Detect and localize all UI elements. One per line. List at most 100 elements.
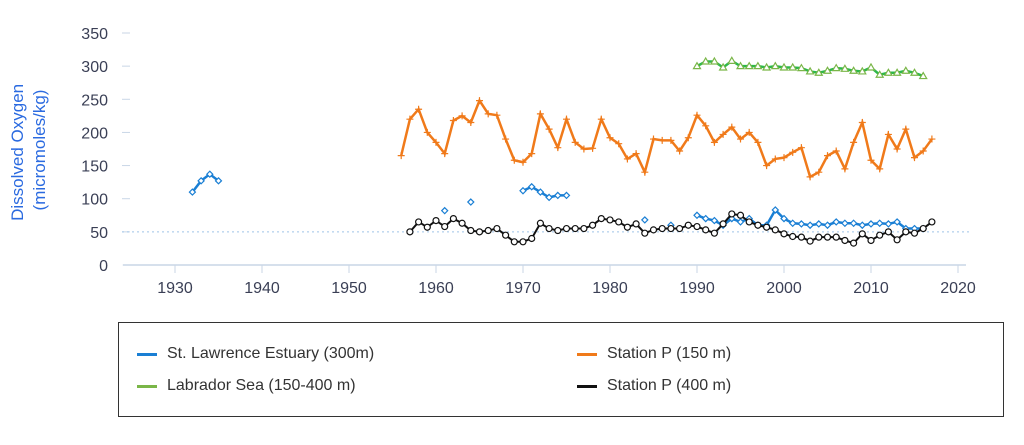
data-point <box>197 176 205 185</box>
data-point <box>615 218 623 226</box>
data-point <box>536 219 545 227</box>
legend-swatch <box>137 352 157 356</box>
data-point <box>676 147 684 155</box>
data-point <box>658 136 666 144</box>
data-point <box>606 134 614 142</box>
data-point <box>928 218 936 226</box>
data-point <box>667 136 675 144</box>
data-point <box>667 224 675 233</box>
data-point <box>754 138 762 146</box>
data-point <box>884 228 893 236</box>
data-point <box>902 125 910 133</box>
data-point <box>709 56 719 65</box>
y-tick-label: 0 <box>99 258 108 275</box>
data-point <box>893 218 901 226</box>
y-tick-label: 50 <box>90 225 108 242</box>
data-point <box>727 56 737 64</box>
data-point <box>797 144 805 152</box>
data-point <box>502 231 510 239</box>
data-point <box>911 154 918 162</box>
data-point <box>883 68 893 76</box>
legend-item-st-lawrence: St. Lawrence Estuary (300m) <box>137 345 374 363</box>
data-point <box>875 70 885 78</box>
data-point <box>606 216 614 224</box>
legend-swatch <box>577 352 597 356</box>
data-point <box>841 236 849 245</box>
data-point <box>893 236 901 244</box>
data-point <box>832 147 840 155</box>
data-point <box>780 230 788 238</box>
data-point <box>797 220 806 228</box>
data-point <box>857 66 867 75</box>
data-point <box>527 182 536 191</box>
data-point <box>467 226 475 235</box>
legend-item-labrador-sea: Labrador Sea (150-400 m) <box>137 377 356 395</box>
data-point <box>797 233 806 241</box>
x-tick-label: 2000 <box>766 280 802 297</box>
data-point <box>571 138 579 146</box>
data-point <box>640 216 649 224</box>
data-point <box>510 156 518 164</box>
data-point <box>831 63 841 72</box>
data-point <box>563 115 570 123</box>
data-point <box>693 211 701 220</box>
data-point <box>475 228 484 236</box>
data-point <box>554 144 562 152</box>
data-point <box>822 66 833 74</box>
data-point <box>467 118 475 126</box>
data-point <box>528 150 536 158</box>
data-point <box>589 144 597 152</box>
data-point <box>571 224 579 233</box>
data-point <box>840 64 850 72</box>
data-point <box>901 66 911 74</box>
data-point <box>858 118 866 126</box>
data-point <box>440 206 449 215</box>
data-point <box>710 216 719 225</box>
data-point <box>702 226 710 234</box>
data-point <box>737 135 744 143</box>
x-tick-label: 1990 <box>679 280 715 297</box>
x-tick-label: 1970 <box>505 280 541 297</box>
data-point <box>780 214 788 223</box>
data-point <box>528 234 536 243</box>
data-point <box>736 218 745 226</box>
y-tick-label: 250 <box>81 92 108 109</box>
data-point <box>876 165 884 173</box>
data-point <box>684 221 692 229</box>
data-point <box>849 239 858 247</box>
data-point <box>502 135 510 143</box>
data-point <box>866 62 876 71</box>
data-point <box>919 147 927 155</box>
data-point <box>553 191 562 200</box>
data-point <box>824 152 831 160</box>
data-point <box>701 214 710 223</box>
legend-swatch <box>577 384 597 388</box>
data-point <box>788 219 797 228</box>
data-point <box>867 220 875 228</box>
data-point <box>919 224 927 233</box>
data-point <box>805 66 815 75</box>
data-point <box>910 229 919 237</box>
data-point <box>719 130 727 138</box>
x-tick-label: 1980 <box>592 280 628 297</box>
data-point <box>754 221 762 229</box>
x-tick-label: 1930 <box>157 280 193 297</box>
legend-item-station-p-400: Station P (400 m) <box>577 377 731 395</box>
data-point <box>892 68 902 76</box>
data-point <box>745 218 753 226</box>
data-point <box>745 128 753 136</box>
data-point <box>893 145 901 153</box>
data-point <box>814 220 823 228</box>
data-point <box>823 233 832 241</box>
data-point <box>832 218 841 226</box>
data-point <box>597 115 605 123</box>
data-point <box>597 215 605 223</box>
data-point <box>641 168 649 176</box>
data-point <box>788 62 798 71</box>
data-point <box>658 224 666 233</box>
data-point <box>675 224 684 233</box>
data-point <box>909 68 920 76</box>
y-tick-label: 300 <box>81 59 108 76</box>
legend-label: St. Lawrence Estuary (300m) <box>167 345 375 362</box>
data-point <box>432 216 440 225</box>
